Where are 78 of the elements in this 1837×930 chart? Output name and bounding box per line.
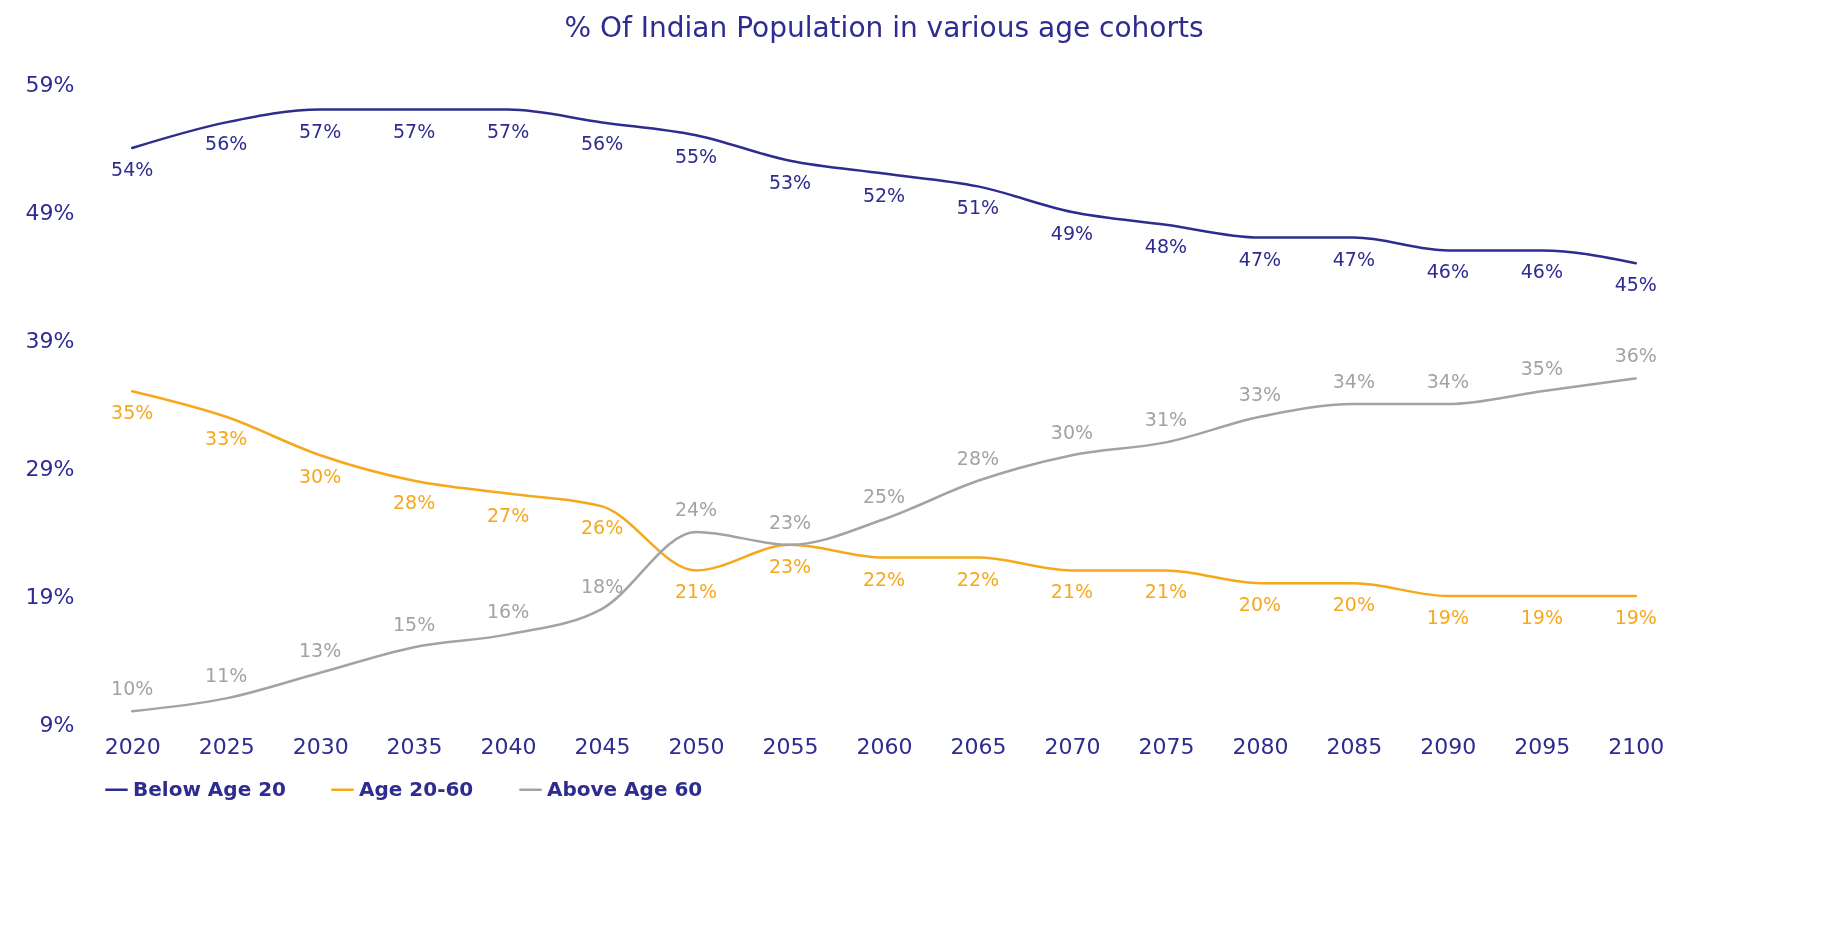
- data-label: 22%: [956, 567, 1000, 590]
- data-label: 36%: [1614, 344, 1657, 367]
- data-label: 15%: [393, 613, 436, 636]
- data-label: 55%: [674, 145, 718, 168]
- data-label: 21%: [674, 580, 718, 603]
- data-label: 47%: [1238, 247, 1282, 270]
- data-label: 35%: [111, 401, 154, 424]
- data-label: 16%: [486, 600, 530, 623]
- data-label: 56%: [205, 132, 248, 155]
- legend-label: Above Age 60: [547, 776, 703, 801]
- legend-label: Age 20-60: [359, 776, 474, 801]
- y-tick-label: 39%: [25, 327, 75, 353]
- x-tick-label: 2030: [292, 733, 349, 759]
- x-tick-label: 2065: [950, 733, 1007, 759]
- x-tick-label: 2050: [668, 733, 725, 759]
- x-tick-label: 2035: [386, 733, 443, 759]
- x-tick-label: 2060: [856, 733, 913, 759]
- data-label: 45%: [1614, 273, 1657, 296]
- data-label: 51%: [956, 196, 1000, 219]
- data-label: 20%: [1238, 593, 1282, 616]
- x-tick-label: 2025: [198, 733, 255, 759]
- data-label: 24%: [674, 498, 718, 520]
- data-label: 10%: [111, 677, 154, 700]
- data-label: 21%: [1050, 580, 1094, 603]
- data-label: 47%: [1332, 247, 1375, 270]
- data-label: 33%: [205, 426, 248, 449]
- data-label: 13%: [299, 638, 342, 661]
- y-tick-label: 9%: [39, 711, 75, 737]
- data-label: 21%: [1144, 580, 1188, 603]
- data-label: 52%: [862, 183, 906, 206]
- y-tick-label: 19%: [25, 583, 75, 609]
- data-label: 53%: [768, 170, 812, 193]
- data-label: 20%: [1332, 593, 1375, 616]
- data-label: 26%: [580, 516, 624, 539]
- x-tick-label: 2100: [1608, 733, 1665, 759]
- x-tick-label: 2070: [1044, 733, 1101, 759]
- x-tick-label: 2090: [1420, 733, 1477, 759]
- data-label: 33%: [1238, 382, 1282, 405]
- data-label: 19%: [1614, 606, 1657, 628]
- data-label: 57%: [299, 119, 342, 142]
- data-label: 28%: [956, 446, 1000, 469]
- x-tick-label: 2080: [1232, 733, 1289, 759]
- data-label: 23%: [768, 510, 812, 533]
- data-label: 28%: [393, 490, 436, 513]
- data-label: 22%: [862, 567, 906, 590]
- data-label: 57%: [393, 119, 436, 142]
- data-label: 25%: [862, 485, 906, 508]
- data-label: 27%: [486, 503, 530, 526]
- x-tick-label: 2055: [762, 733, 819, 759]
- data-label: 31%: [1144, 408, 1188, 431]
- x-tick-label: 2095: [1514, 733, 1571, 759]
- x-tick-label: 2075: [1138, 733, 1195, 759]
- data-label: 49%: [1050, 222, 1094, 244]
- x-tick-label: 2020: [104, 733, 161, 759]
- legend-label: Below Age 20: [133, 776, 286, 801]
- data-label: 19%: [1520, 606, 1563, 628]
- data-label: 23%: [768, 554, 812, 577]
- y-tick-label: 49%: [25, 199, 75, 225]
- data-label: 56%: [580, 132, 624, 155]
- data-label: 46%: [1520, 260, 1563, 283]
- data-label: 54%: [111, 158, 154, 180]
- data-label: 34%: [1332, 370, 1375, 392]
- y-tick-label: 29%: [25, 455, 75, 481]
- x-tick-label: 2085: [1326, 733, 1383, 759]
- data-label: 48%: [1144, 234, 1188, 257]
- data-label: 35%: [1520, 357, 1563, 380]
- data-label: 30%: [1050, 421, 1094, 444]
- chart-title: % Of Indian Population in various age cohorts: [564, 11, 1204, 44]
- data-label: 46%: [1426, 260, 1469, 283]
- data-label: 19%: [1426, 606, 1469, 628]
- data-label: 18%: [580, 574, 624, 597]
- x-tick-label: 2040: [480, 733, 537, 759]
- data-label: 57%: [486, 119, 530, 142]
- x-tick-label: 2045: [574, 733, 631, 759]
- data-label: 30%: [299, 465, 342, 488]
- data-label: 11%: [205, 664, 248, 687]
- y-tick-label: 59%: [25, 71, 75, 97]
- data-label: 34%: [1426, 370, 1469, 392]
